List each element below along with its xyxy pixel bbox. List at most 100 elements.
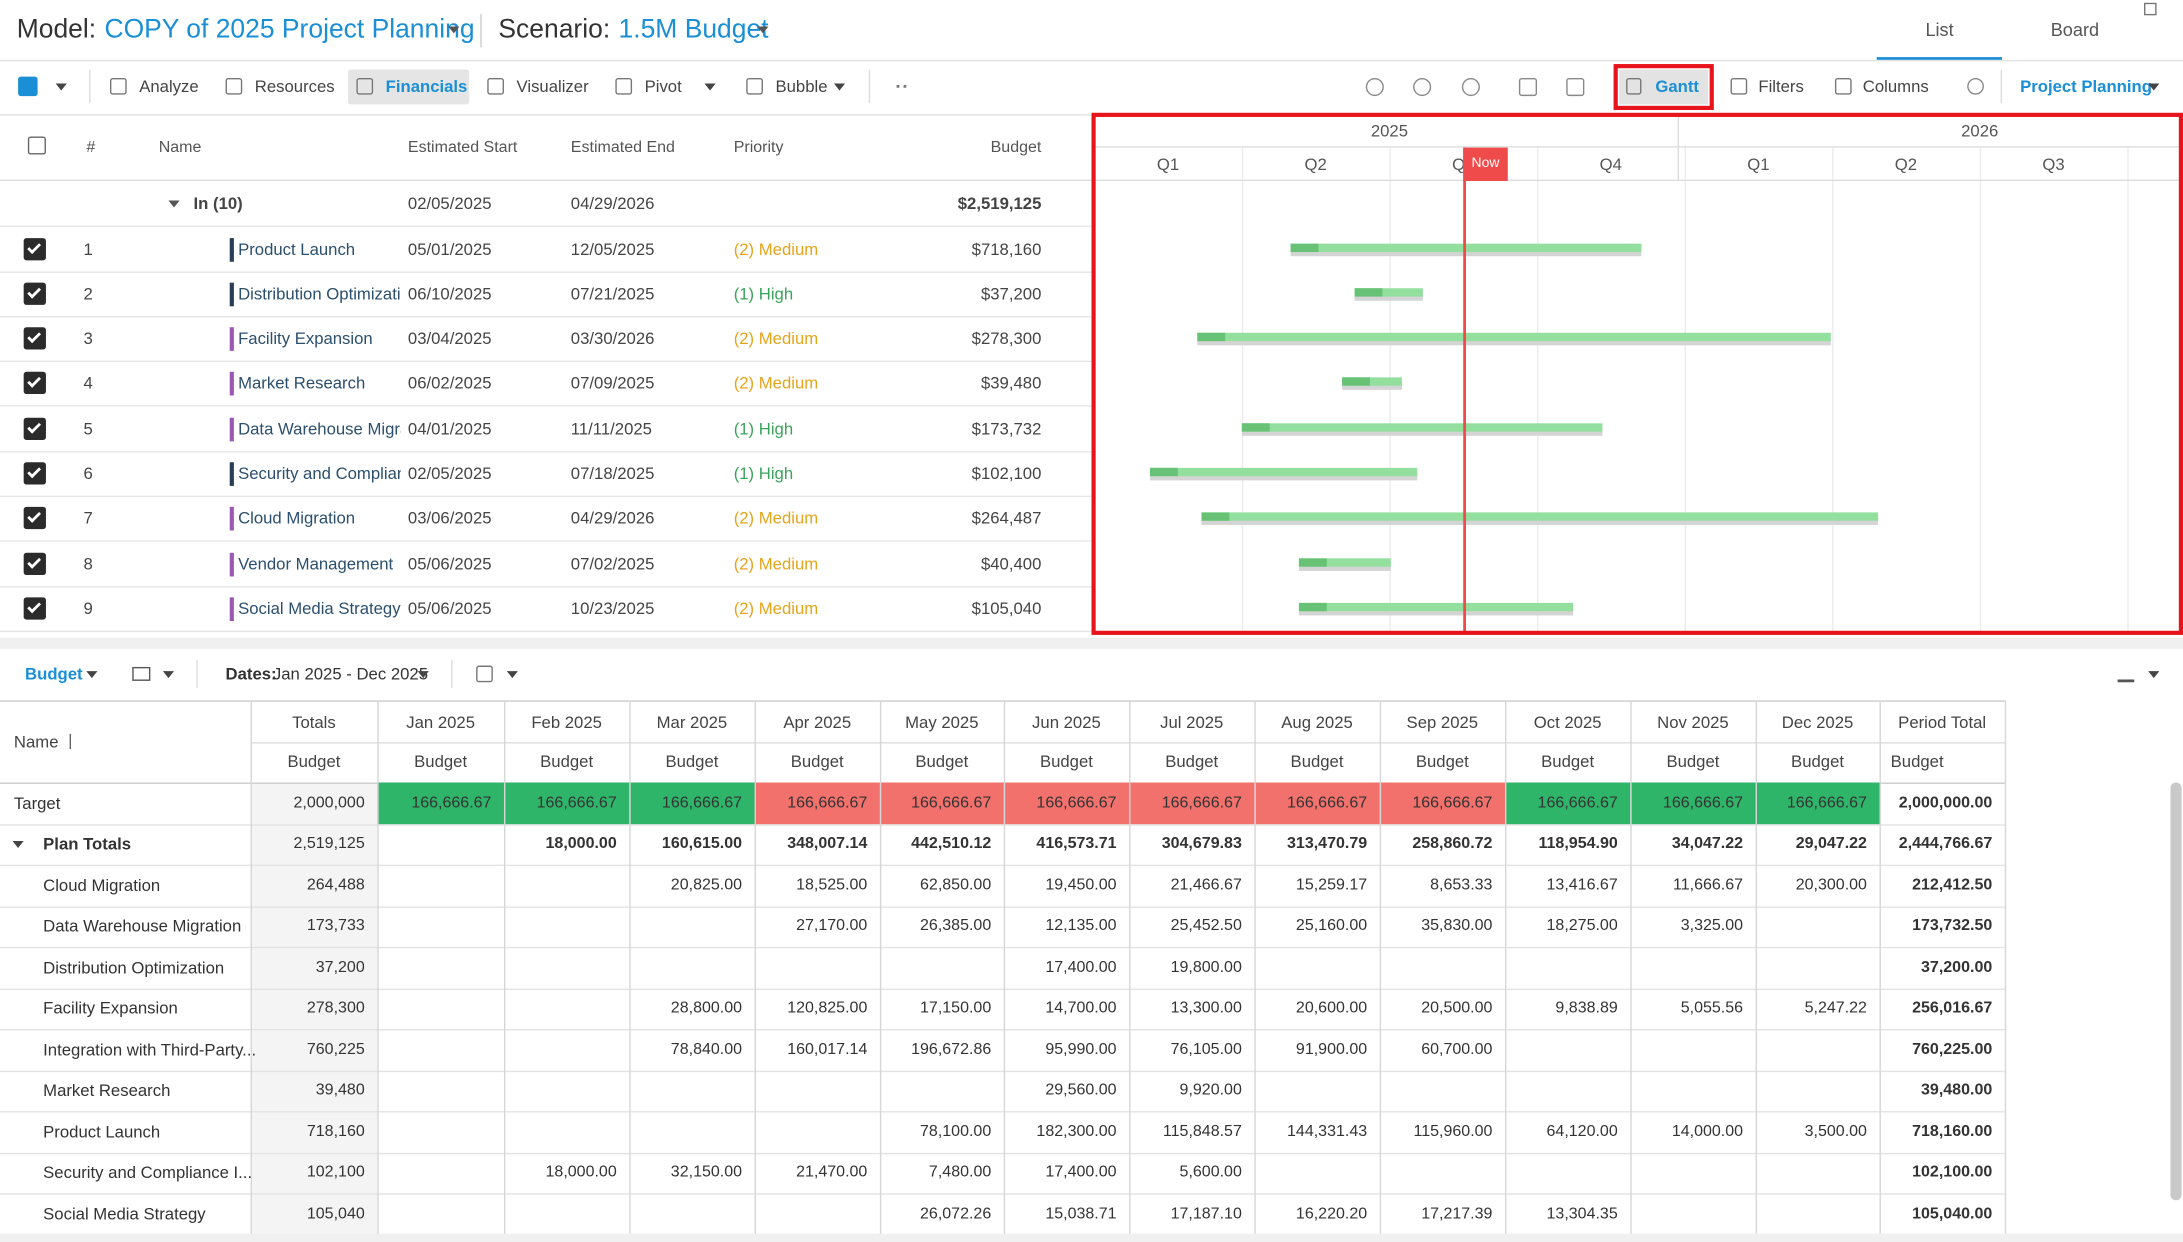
row-name[interactable]: Distribution Optimizati	[238, 283, 401, 304]
icon[interactable]	[1626, 77, 1642, 95]
checkbox[interactable]	[23, 597, 46, 620]
column-header[interactable]: Name	[13, 732, 59, 752]
checkbox[interactable]	[23, 462, 46, 485]
dates-value[interactable]: Jan 2025 - Dec 2025	[272, 664, 428, 684]
column-header[interactable]: Dec 2025	[1781, 712, 1854, 733]
icon[interactable]	[615, 77, 633, 95]
toolbar-button[interactable]: Financials	[385, 76, 468, 97]
column-header[interactable]: Mar 2025	[656, 712, 728, 733]
icon[interactable]	[356, 77, 374, 95]
tab[interactable]: List	[1925, 19, 1954, 41]
row-name[interactable]: Data Warehouse Migra	[238, 418, 401, 439]
cell: 20,825.00	[670, 876, 743, 894]
toolbar-button[interactable]: Visualizer	[516, 76, 589, 97]
cell: 3,325.00	[1680, 917, 1744, 935]
zoom-icon[interactable]	[1365, 77, 1384, 97]
icon[interactable]	[1834, 77, 1852, 95]
tab[interactable]: Board	[2050, 19, 2100, 41]
column-header[interactable]: Estimated Start	[407, 139, 518, 156]
refresh-icon[interactable]	[1967, 77, 1984, 95]
checkbox[interactable]	[23, 327, 46, 350]
toolbar-button[interactable]: Analyze	[139, 76, 199, 97]
cell: 13,300.00	[1170, 1000, 1242, 1017]
checkbox[interactable]	[23, 417, 46, 440]
caret[interactable]	[162, 671, 175, 679]
toolbar-button[interactable]: Filters	[1758, 76, 1804, 97]
column-header[interactable]: May 2025	[905, 712, 979, 733]
target-cell	[1379, 782, 1505, 824]
caret[interactable]	[2148, 83, 2160, 91]
view-selector[interactable]: Project Planning	[2020, 76, 2152, 97]
measure-selector[interactable]: Budget	[25, 664, 83, 684]
caret[interactable]	[506, 671, 518, 679]
zoom-icon[interactable]	[1518, 77, 1538, 97]
caret[interactable]	[757, 26, 769, 34]
caret[interactable]	[2148, 671, 2160, 679]
divider	[0, 864, 2005, 867]
column-header[interactable]: Period Total	[1898, 712, 1987, 733]
columns-icon[interactable]	[132, 666, 151, 681]
icon[interactable]	[1730, 77, 1748, 95]
checkmark	[27, 599, 42, 614]
row-name[interactable]: Vendor Management	[238, 553, 394, 574]
more-dot[interactable]	[903, 84, 907, 88]
column-header[interactable]: Sep 2025	[1406, 712, 1479, 733]
caret[interactable]	[833, 83, 846, 91]
column-header[interactable]: Aug 2025	[1281, 712, 1353, 733]
toolbar-button[interactable]: Resources	[254, 76, 335, 97]
column-subheader: Budget	[1165, 751, 1219, 772]
zoom-icon[interactable]	[1461, 77, 1480, 97]
icon[interactable]	[109, 77, 127, 95]
toolbar-button[interactable]: Gantt	[1655, 76, 1699, 97]
more-dot[interactable]	[896, 84, 900, 88]
checkbox[interactable]	[23, 507, 46, 530]
export-icon[interactable]	[2117, 666, 2135, 683]
column-header[interactable]: Apr 2025	[783, 712, 852, 733]
toolbar-button[interactable]: Bubble	[775, 76, 828, 97]
row-name[interactable]: Facility Expansion	[238, 328, 373, 349]
column-header[interactable]: Jul 2025	[1160, 712, 1224, 733]
cell: 95,990.00	[1045, 1041, 1117, 1058]
row-name[interactable]: Product Launch	[238, 238, 356, 259]
row-name[interactable]: Social Media Strategy	[238, 598, 401, 619]
row-name[interactable]: Cloud Migration	[238, 508, 356, 529]
save-icon[interactable]	[18, 76, 38, 97]
icon[interactable]	[476, 665, 493, 683]
icon[interactable]	[225, 77, 243, 95]
column-header[interactable]: Name	[158, 139, 202, 156]
column-header[interactable]: Priority	[733, 139, 784, 156]
column-header[interactable]: Jan 2025	[406, 712, 476, 733]
caret[interactable]	[704, 83, 716, 91]
caret[interactable]	[12, 841, 24, 849]
model-name[interactable]: COPY of 2025 Project Planning	[104, 15, 475, 45]
caret[interactable]	[55, 83, 67, 91]
checkbox[interactable]	[23, 372, 46, 395]
column-header[interactable]: Jun 2025	[1032, 712, 1101, 733]
column-header[interactable]: Nov 2025	[1657, 712, 1729, 733]
icon[interactable]	[746, 77, 763, 95]
checkbox[interactable]	[23, 552, 46, 575]
toolbar-button[interactable]: Pivot	[644, 76, 682, 97]
column-header[interactable]: #	[86, 139, 96, 156]
zoom-icon[interactable]	[1413, 77, 1432, 97]
toolbar-button[interactable]: Columns	[1862, 76, 1929, 97]
caret[interactable]	[168, 200, 180, 208]
checkbox[interactable]	[23, 282, 46, 305]
checkbox[interactable]	[27, 136, 46, 155]
row-name[interactable]: Security and Complian	[238, 463, 401, 484]
caret[interactable]	[448, 26, 460, 34]
column-header[interactable]: Oct 2025	[1533, 712, 1602, 733]
icon[interactable]	[487, 77, 504, 95]
zoom-icon[interactable]	[1566, 77, 1585, 97]
column-subheader: Budget	[1039, 751, 1093, 772]
caret[interactable]	[417, 671, 429, 679]
expand-icon[interactable]	[2144, 2, 2157, 16]
row-name[interactable]: Market Research	[238, 373, 366, 394]
column-header[interactable]: Budget	[990, 139, 1042, 156]
caret[interactable]	[86, 671, 98, 679]
column-header[interactable]: Totals	[292, 712, 336, 733]
scenario-name[interactable]: 1.5M Budget	[618, 15, 769, 45]
column-header[interactable]: Feb 2025	[531, 712, 602, 733]
checkbox[interactable]	[23, 237, 46, 260]
column-header[interactable]: Estimated End	[570, 139, 675, 156]
